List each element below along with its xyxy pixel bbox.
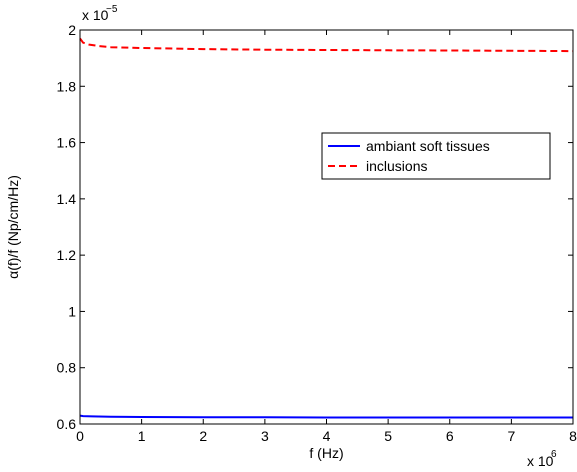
y-tick-label: 1.6 xyxy=(57,135,77,151)
legend-label-inclusions: inclusions xyxy=(366,158,427,174)
y-multiplier-exponent: −5 xyxy=(106,4,118,15)
y-tick-label: 1.8 xyxy=(57,78,77,94)
y-tick-label: 1.4 xyxy=(57,191,77,207)
x-tick-label: 4 xyxy=(323,428,331,444)
series-line-inclusions xyxy=(79,37,574,53)
x-multiplier-exponent: 6 xyxy=(551,449,557,460)
legend-label-ambiant-soft-tissues: ambiant soft tissues xyxy=(366,138,490,154)
y-tick-label: 2 xyxy=(68,22,76,38)
x-tick-label: 8 xyxy=(569,428,577,444)
y-tick-label: 1.2 xyxy=(57,247,77,263)
x-tick-label: 2 xyxy=(199,428,207,444)
y-axis-multiplier: x 10 −5 xyxy=(82,4,118,23)
x-axis-multiplier: x 10 6 xyxy=(527,449,557,469)
x-tick-label: 7 xyxy=(507,428,515,444)
series-line-ambiant-soft-tissues xyxy=(79,414,573,419)
legend-box xyxy=(321,132,551,180)
x-axis-label: f (Hz) xyxy=(309,445,343,461)
x-tick-label: 1 xyxy=(138,428,146,444)
legend: ambiant soft tissues inclusions xyxy=(321,132,551,180)
y-tick-label: 0.8 xyxy=(57,360,77,376)
axis-ticks: 0 1 2 3 4 5 6 7 8 0.6 0.8 1 1.2 1.4 1.6 1.8 2 xyxy=(57,22,577,444)
axes-box xyxy=(79,29,574,425)
x-tick-label: 0 xyxy=(76,428,84,444)
series-layer xyxy=(79,37,574,419)
y-axis-label: α(f)/f (Np/cm/Hz) xyxy=(5,175,21,279)
y-multiplier-base: x 10 xyxy=(82,7,109,23)
x-multiplier-base: x 10 xyxy=(527,453,554,469)
y-tick-label: 1 xyxy=(68,303,76,319)
x-tick-label: 6 xyxy=(446,428,454,444)
y-tick-label: 0.6 xyxy=(57,416,77,432)
x-tick-label: 3 xyxy=(261,428,269,444)
x-tick-label: 5 xyxy=(384,428,392,444)
